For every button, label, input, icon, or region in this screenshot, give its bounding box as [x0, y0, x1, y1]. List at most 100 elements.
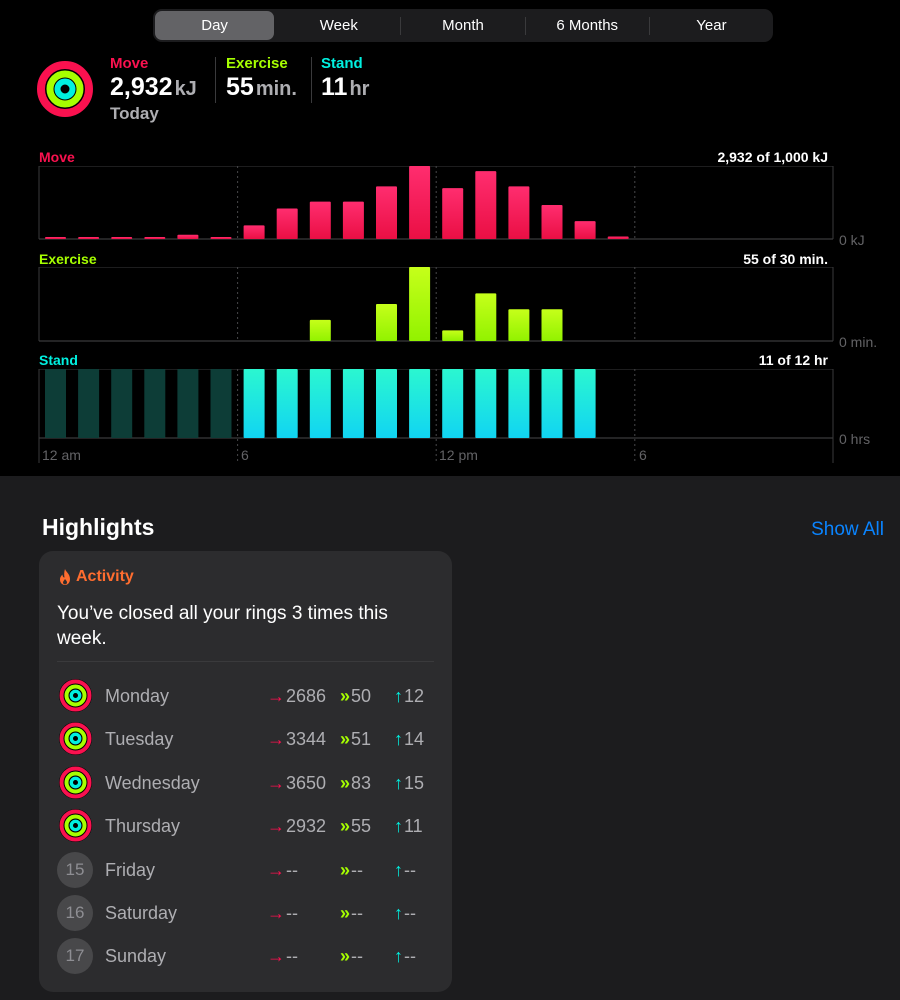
closed-rings-icon: [59, 809, 92, 843]
stand-bar: [508, 369, 530, 438]
move-value: →--: [267, 946, 298, 967]
move-value: →--: [267, 859, 298, 880]
day-number-badge: 16: [57, 895, 93, 931]
segment-week[interactable]: Week: [319, 17, 358, 34]
activity-highlight-card[interactable]: Activity You’ve closed all your rings 3 …: [39, 551, 452, 992]
stand-arrow-icon: ↑: [394, 816, 403, 837]
stand-bar: [541, 369, 563, 438]
card-message: You’ve closed all your rings 3 times thi…: [57, 603, 388, 649]
exercise-bar: [409, 267, 431, 341]
stand-value: ↑--: [394, 903, 416, 923]
exercise-arrow-icon: »: [340, 816, 351, 837]
stand-arrow-icon: ↑: [394, 686, 403, 706]
move-bar: [376, 186, 397, 239]
segment-month[interactable]: Month: [442, 17, 484, 34]
day-label: Saturday: [105, 903, 178, 923]
closed-rings-icon: [59, 765, 92, 799]
x-tick-label: 12 am: [42, 447, 81, 463]
move-label: Move: [110, 55, 149, 72]
stand-bar: [243, 369, 265, 438]
stand-arrow-icon: ↑: [394, 946, 403, 967]
exercise-bar: [475, 293, 497, 341]
exercise-unit: min.: [255, 78, 297, 100]
segment-day[interactable]: Day: [155, 11, 275, 40]
x-tick-label: 6: [241, 447, 249, 463]
stand-bar-missed: [78, 369, 100, 438]
exercise-value: 55: [226, 73, 254, 101]
exercise-bar: [508, 309, 530, 341]
segment-divider: [400, 16, 402, 35]
stand-bar: [342, 369, 364, 438]
move-chart-goal: 2,932 of 1,000 kJ: [717, 149, 828, 165]
exercise-chart-title: Exercise: [39, 251, 97, 267]
move-bar: [45, 237, 66, 239]
day-number-badge: 17: [57, 938, 93, 975]
move-arrow-icon: →: [267, 816, 285, 837]
move-bar: [541, 205, 563, 239]
move-summary: Move 2,932 kJ Today: [110, 55, 197, 124]
exercise-arrow-icon: »: [340, 729, 351, 750]
segment-6-months[interactable]: 6 Months: [556, 17, 619, 34]
day-number-badge: 15: [57, 851, 93, 888]
move-value: →--: [267, 903, 298, 923]
week-row: Wednesday →3650 »83 ↑15: [57, 764, 437, 802]
move-arrow-icon: →: [267, 946, 285, 967]
exercise-label: Exercise: [226, 55, 288, 72]
stand-value: ↑15: [394, 772, 425, 793]
metric-divider: [311, 57, 312, 103]
metric-divider: [215, 57, 216, 103]
week-row: 17 Sunday →-- »-- ↑--: [57, 937, 437, 975]
move-value: 2,932: [110, 73, 173, 101]
stand-bar: [442, 369, 464, 438]
exercise-summary: Exercise 55 min.: [226, 55, 297, 102]
stand-bar-missed: [111, 369, 133, 438]
activity-rings-icon: [37, 61, 93, 117]
stand-arrow-icon: ↑: [394, 729, 403, 750]
day-label: Thursday: [105, 816, 181, 837]
move-bar: [111, 237, 133, 239]
exercise-value: »55: [340, 816, 372, 837]
move-period: Today: [110, 104, 159, 123]
stand-bar-missed: [177, 369, 199, 438]
exercise-bar: [541, 309, 563, 341]
card-heading: Activity: [57, 568, 134, 586]
move-value: →3650: [267, 772, 327, 793]
stand-bar: [475, 369, 497, 438]
stand-arrow-icon: ↑: [394, 859, 403, 880]
exercise-bar: [442, 330, 464, 341]
week-row: Tuesday →3344 »51 ↑14: [57, 720, 437, 758]
stand-chart: [38, 369, 834, 463]
day-label: Tuesday: [105, 729, 174, 750]
day-label: Wednesday: [105, 772, 200, 793]
move-arrow-icon: →: [267, 729, 285, 750]
move-chart: [38, 166, 834, 240]
move-value: →2686: [267, 686, 327, 706]
exercise-chart-goal: 55 of 30 min.: [743, 251, 828, 267]
stand-value: ↑--: [394, 859, 416, 880]
day-label: Friday: [105, 859, 156, 880]
stand-chart-title: Stand: [39, 352, 78, 368]
exercise-arrow-icon: »: [340, 686, 351, 706]
stand-bar-missed: [45, 369, 66, 438]
stand-value: 11: [321, 73, 348, 101]
range-segmented-control: Day Week Month 6 Months Year: [153, 9, 773, 42]
stand-arrow-icon: ↑: [394, 772, 403, 793]
move-arrow-icon: →: [267, 903, 285, 923]
exercise-arrow-icon: »: [340, 903, 351, 923]
segment-divider: [648, 16, 650, 35]
move-chart-title: Move: [39, 149, 75, 165]
segment-divider: [524, 16, 526, 35]
exercise-value: »--: [340, 859, 364, 880]
show-all-link[interactable]: Show All: [811, 519, 884, 540]
move-arrow-icon: →: [267, 686, 285, 706]
stand-chart-goal: 11 of 12 hr: [758, 352, 828, 368]
day-label: Monday: [105, 686, 170, 706]
segment-year[interactable]: Year: [696, 17, 727, 34]
move-arrow-icon: →: [267, 772, 285, 793]
closed-rings-icon: [59, 722, 92, 756]
exercise-axis-zero: 0 min.: [839, 334, 878, 350]
chart-area: Day Week Month 6 Months Year Move 2,932 k…: [0, 0, 900, 476]
move-arrow-icon: →: [267, 859, 285, 880]
move-bar: [442, 188, 464, 239]
move-bar: [276, 208, 298, 239]
